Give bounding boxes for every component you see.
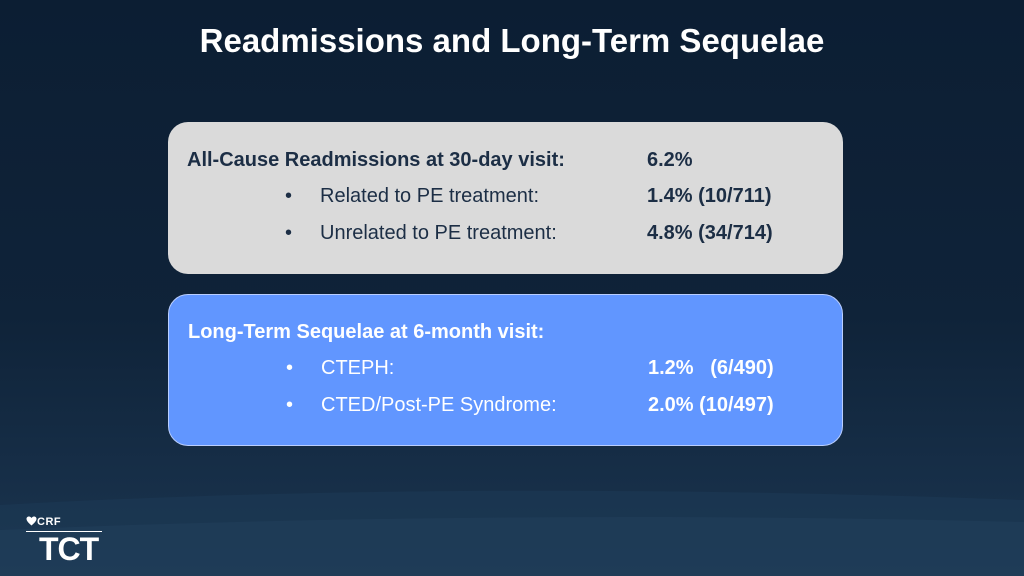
crf-logo: CRF	[26, 516, 61, 528]
item-label: CTED/Post-PE Syndrome:	[321, 394, 557, 416]
item-value: 1.2% (6/490)	[648, 357, 774, 379]
bullet: •	[286, 357, 294, 379]
item-value: 1.4% (10/711)	[647, 185, 772, 207]
sequelae-heading-row: Long-Term Sequelae at 6-month visit:	[169, 319, 842, 345]
readmissions-heading: All-Cause Readmissions at 30-day visit:	[187, 149, 565, 171]
readmissions-total-value: 6.2%	[647, 149, 693, 171]
bullet: •	[285, 222, 293, 244]
item-label: Related to PE treatment:	[320, 185, 540, 207]
slide-title: Readmissions and Long-Term Sequelae	[199, 22, 825, 59]
sequelae-heading: Long-Term Sequelae at 6-month visit:	[188, 321, 545, 343]
tct-logo: CRF TCT	[26, 516, 108, 566]
item-value: 2.0% (10/497)	[648, 394, 774, 416]
item-label: Unrelated to PE treatment:	[320, 222, 557, 244]
readmissions-heading-row: All-Cause Readmissions at 30-day visit: …	[168, 147, 843, 173]
readmissions-panel: All-Cause Readmissions at 30-day visit: …	[168, 122, 843, 274]
list-item: • CTED/Post-PE Syndrome: 2.0% (10/497)	[169, 392, 842, 418]
crf-text: CRF	[37, 516, 62, 528]
bullet: •	[286, 394, 294, 416]
list-item: • Unrelated to PE treatment: 4.8% (34/71…	[168, 220, 843, 246]
logo-divider	[26, 531, 102, 532]
tct-text: TCT	[39, 531, 99, 567]
item-label: CTEPH:	[321, 357, 395, 379]
list-item: • Related to PE treatment: 1.4% (10/711)	[168, 183, 843, 209]
list-item: • CTEPH: 1.2% (6/490)	[169, 355, 842, 381]
heart-icon	[26, 516, 37, 526]
sequelae-panel: Long-Term Sequelae at 6-month visit: • C…	[168, 294, 843, 446]
bullet: •	[285, 185, 293, 207]
item-value: 4.8% (34/714)	[647, 222, 773, 244]
